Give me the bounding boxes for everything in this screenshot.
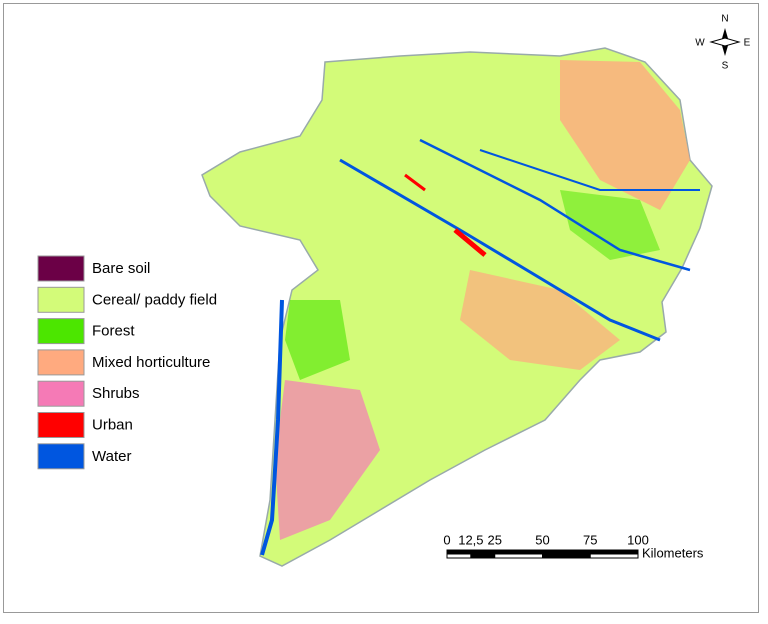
river [479, 149, 700, 191]
legend-label: Water [92, 448, 131, 465]
coast-water [260, 299, 284, 556]
compass-e: E [744, 38, 751, 49]
north-arrow [709, 28, 741, 56]
scale-label: 100 [627, 532, 649, 547]
scale-segment [446, 553, 472, 559]
shrub-area [275, 380, 380, 540]
legend-swatch [37, 286, 85, 313]
river [339, 158, 661, 342]
legend-label: Mixed horticulture [92, 354, 210, 371]
horticulture-area [460, 270, 620, 370]
scale-segment [494, 549, 543, 555]
compass-s: S [722, 61, 729, 72]
urban-area [404, 173, 426, 192]
legend-swatch [37, 412, 85, 438]
legend-label: Cereal/ paddy field [92, 291, 217, 308]
scale-segment [542, 549, 591, 555]
legend-label: Bare soil [92, 260, 150, 277]
urban-area [453, 228, 487, 257]
compass-w: W [695, 38, 705, 49]
legend-swatch [37, 318, 85, 345]
scale-label: 25 [488, 532, 502, 547]
forest-area [285, 300, 350, 380]
legend-swatch [37, 349, 85, 376]
legend-swatch [37, 443, 85, 470]
scale-label: 0 [443, 532, 450, 547]
scale-unit: Kilometers [642, 545, 704, 560]
compass-n: N [721, 14, 728, 25]
river [419, 138, 691, 272]
scale-label: 50 [535, 532, 549, 547]
scale-segment [542, 553, 591, 559]
scale-segment [589, 549, 639, 555]
scale-segment [470, 549, 496, 555]
map [201, 47, 713, 567]
scale-segment [494, 553, 543, 559]
scale-segment [446, 549, 472, 555]
scale-segment [470, 553, 496, 559]
legend-swatch [37, 380, 85, 407]
legend-label: Urban [92, 416, 133, 433]
scale-label: 12,5 [458, 532, 483, 547]
legend-swatch [37, 255, 85, 282]
horticulture-area [560, 60, 690, 210]
forest-area [560, 190, 660, 260]
legend-label: Forest [92, 323, 135, 340]
scale-segment [589, 553, 639, 559]
scale-label: 75 [583, 532, 597, 547]
legend-label: Shrubs [92, 385, 140, 402]
